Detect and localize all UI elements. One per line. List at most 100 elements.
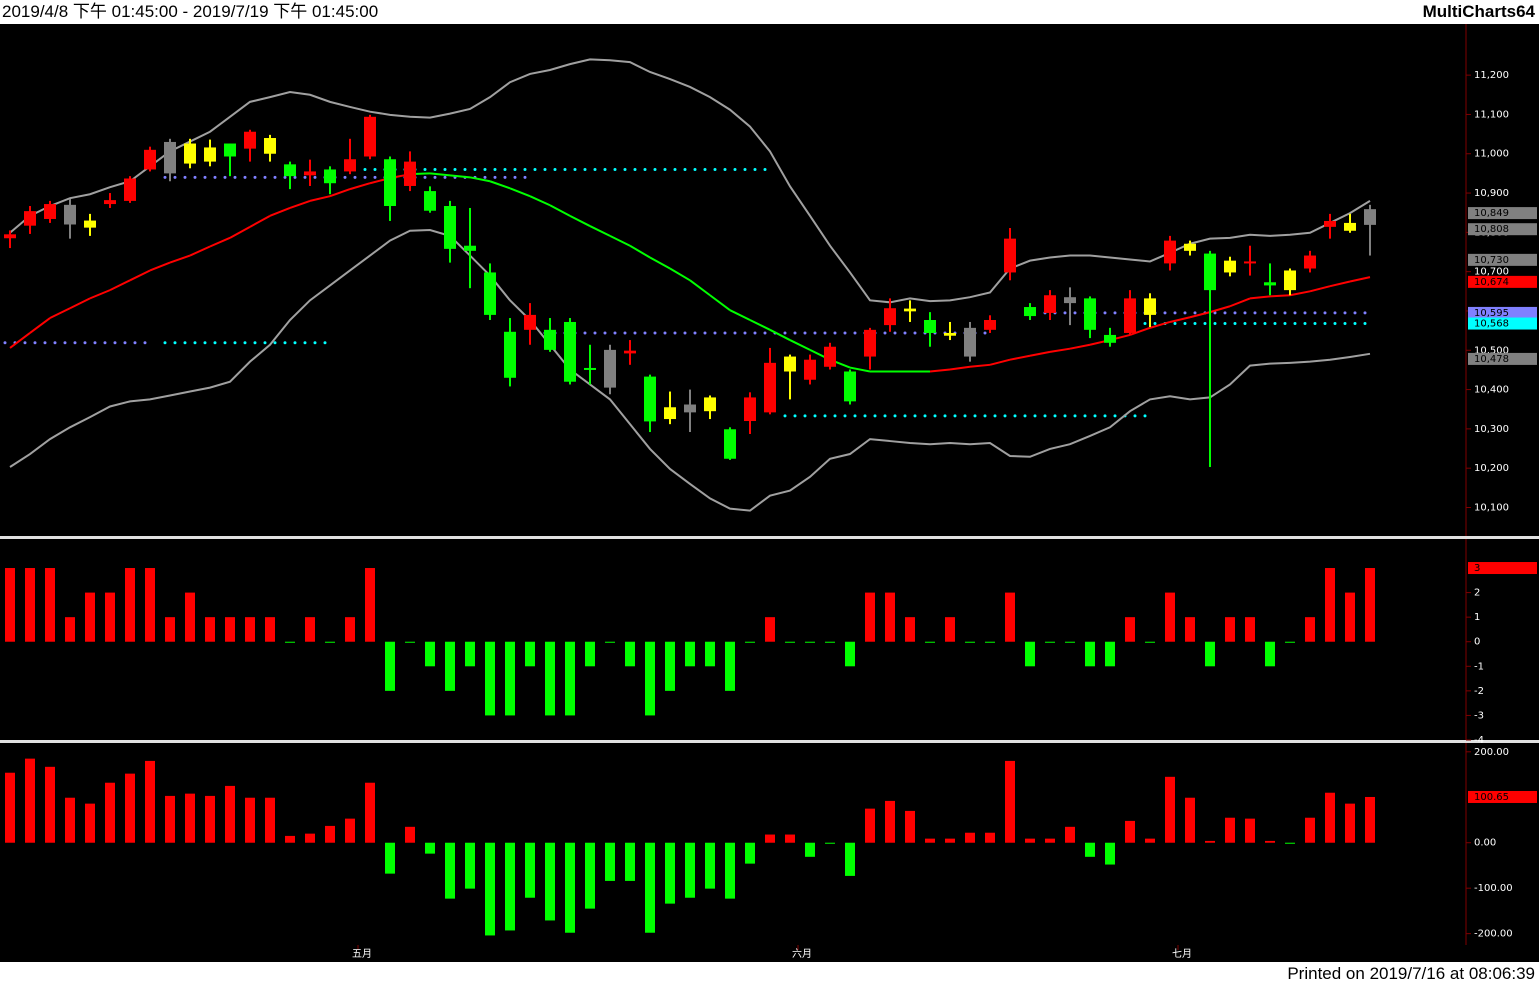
bar <box>405 641 415 643</box>
moving-average <box>569 214 591 227</box>
bar <box>225 785 235 843</box>
bar <box>1265 641 1275 667</box>
bar <box>465 641 475 667</box>
candle-body <box>224 143 236 157</box>
y-tick-label: 0.00 <box>1474 838 1496 849</box>
value-marker-label: 100.65 <box>1474 792 1509 803</box>
candle-body <box>164 141 176 174</box>
bar <box>305 833 315 843</box>
bar <box>45 568 55 642</box>
candle-body <box>1164 240 1176 264</box>
bar <box>765 617 775 642</box>
bar <box>565 641 575 716</box>
value-marker-label: 3 <box>1474 563 1480 574</box>
candle-body <box>764 362 776 413</box>
band-line <box>9 58 1371 304</box>
candle-body <box>1224 260 1236 273</box>
bar <box>725 842 735 899</box>
bar <box>125 568 135 642</box>
candle-body <box>144 149 156 170</box>
candle-body <box>504 331 516 378</box>
candle-body <box>924 320 936 333</box>
moving-average <box>729 309 751 321</box>
moving-average <box>1349 276 1371 283</box>
bar <box>725 641 735 691</box>
bar <box>345 818 355 843</box>
candle-body <box>804 359 816 380</box>
candle-body <box>1344 222 1356 231</box>
candle-body <box>1124 298 1136 333</box>
value-marker <box>1468 306 1537 319</box>
bar <box>705 842 715 889</box>
candle-body <box>984 320 996 330</box>
bar <box>1205 840 1215 843</box>
value-marker <box>1468 275 1537 288</box>
bar <box>145 568 155 642</box>
candle-body <box>664 407 676 420</box>
bar <box>1345 803 1355 843</box>
y-tick-label: 10,300 <box>1474 424 1509 435</box>
bar <box>765 834 775 843</box>
bar <box>365 782 375 843</box>
bar <box>285 835 295 843</box>
value-marker <box>1468 253 1537 266</box>
candle-body <box>104 200 116 205</box>
candle-body <box>324 169 336 184</box>
moving-average <box>709 294 731 311</box>
moving-average <box>1309 285 1331 293</box>
moving-average <box>1049 347 1071 353</box>
moving-average <box>1029 350 1051 357</box>
bar <box>985 832 995 843</box>
y-tick-label: 200.00 <box>1474 747 1509 758</box>
value-marker <box>1468 562 1537 575</box>
bar <box>925 838 935 843</box>
candle-body <box>1324 220 1336 227</box>
candle-body <box>304 171 316 176</box>
candle-body <box>1264 282 1276 286</box>
moving-average <box>189 245 211 257</box>
moving-average <box>429 172 451 177</box>
candle-body <box>64 204 76 225</box>
bar <box>665 842 675 904</box>
candle-body <box>704 397 716 412</box>
bar <box>1365 568 1375 642</box>
moving-average <box>1229 297 1251 308</box>
bar <box>485 641 495 716</box>
moving-average <box>329 188 351 198</box>
moving-average <box>209 236 231 248</box>
bar <box>65 617 75 642</box>
candle-body <box>424 191 436 211</box>
candle-body <box>1184 243 1196 251</box>
band-line <box>9 228 1371 512</box>
bar <box>85 592 95 642</box>
candle-body <box>384 159 396 207</box>
bar <box>225 617 235 642</box>
moving-average <box>589 225 611 237</box>
bar <box>1165 776 1175 843</box>
y-tick-label: 11,200 <box>1474 70 1509 81</box>
bar <box>425 842 435 854</box>
value-marker-label: 10,568 <box>1474 319 1509 330</box>
candle-body <box>364 116 376 157</box>
bar <box>1285 641 1295 643</box>
header: 2019/4/8 下午 01:45:00 - 2019/7/19 下午 01:4… <box>0 0 1539 24</box>
candle-body <box>464 245 476 251</box>
moving-average <box>609 234 631 247</box>
candle-body <box>604 349 616 388</box>
bar <box>685 641 695 667</box>
moving-average <box>69 297 91 310</box>
bar <box>1225 617 1235 642</box>
bar <box>525 842 535 898</box>
moving-average <box>269 207 291 217</box>
bar <box>825 641 835 643</box>
bar <box>605 641 615 643</box>
candle-body <box>1024 307 1036 317</box>
y-tick-label: 10,900 <box>1474 188 1509 199</box>
candle-body <box>904 308 916 312</box>
candle-body <box>784 356 796 372</box>
bar <box>65 797 75 843</box>
bar <box>485 842 495 936</box>
candle-body <box>544 329 556 350</box>
moving-average <box>249 214 271 228</box>
candle-body <box>344 159 356 172</box>
